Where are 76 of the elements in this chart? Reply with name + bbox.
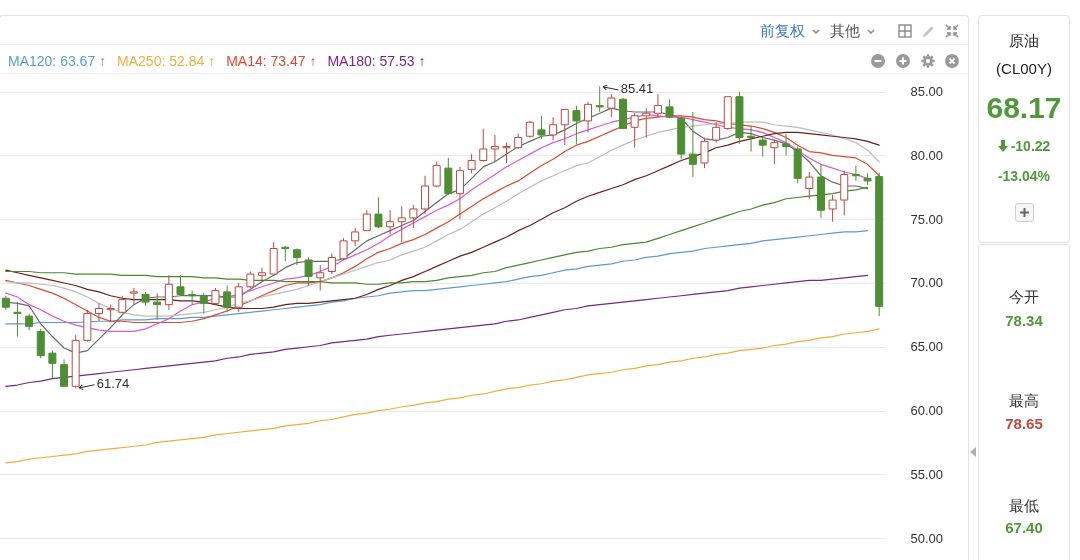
candlestick [782, 133, 791, 156]
text: 原油 [1008, 30, 1040, 50]
text: 前复权 [760, 22, 805, 40]
text: 最高 [1008, 391, 1040, 410]
candlestick [455, 166, 464, 220]
y-tick-label: 85.00 [910, 84, 944, 100]
candlestick [688, 111, 697, 178]
line-series [5, 328, 880, 464]
y-tick-label: 80.00 [910, 147, 944, 163]
candlestick [374, 196, 383, 229]
candlestick [572, 105, 581, 145]
candlestick [362, 209, 371, 232]
text: 68.17 [985, 90, 1063, 126]
candlestick [595, 85, 604, 113]
text: 其他 [830, 22, 860, 40]
candlestick [199, 292, 208, 315]
candlestick [851, 165, 860, 182]
candlestick [712, 121, 721, 144]
line-series [5, 230, 869, 325]
candlestick [490, 134, 499, 163]
candlestick [234, 282, 243, 313]
candlestick [479, 128, 488, 163]
candlestick [828, 194, 837, 223]
candlestick [316, 264, 325, 292]
candlestick [584, 101, 593, 133]
candlestick [700, 137, 709, 169]
candlestick [805, 171, 814, 200]
candlestick [258, 267, 267, 283]
y-tick-label: 50.00 [910, 530, 944, 546]
text: 今开 [1008, 286, 1040, 306]
candlestick [432, 161, 441, 188]
candlestick [48, 350, 57, 380]
text: -10.22 [1010, 138, 1051, 154]
y-tick-label: 70.00 [910, 275, 944, 291]
text: 67.40 [1004, 517, 1044, 537]
candlestick [770, 139, 779, 165]
candlestick [549, 116, 558, 141]
candlestick [421, 175, 430, 215]
candlestick [467, 153, 476, 174]
candlestick [223, 285, 232, 313]
annotation: 61.74 [96, 376, 130, 392]
text: 最低 [1008, 495, 1040, 515]
line-series [5, 274, 869, 387]
candlestick [560, 108, 569, 146]
y-tick-label: 65.00 [910, 339, 944, 355]
candlestick [339, 237, 348, 261]
candlestick [537, 115, 546, 140]
text: (CL00Y) [995, 58, 1053, 78]
candlestick [13, 301, 22, 338]
candlestick [630, 112, 639, 149]
candlestick [60, 359, 69, 387]
candlestick [94, 302, 103, 322]
candlestick [164, 274, 173, 311]
candlestick [758, 137, 767, 158]
candlestick [409, 204, 418, 229]
text: 78.65 [1004, 414, 1044, 433]
y-tick-label: 60.00 [910, 403, 944, 419]
y-tick-label: 55.00 [910, 466, 944, 482]
annotation: 85.41 [620, 81, 654, 97]
y-tick-label: 75.00 [910, 211, 944, 227]
candlestick [327, 253, 336, 275]
text: MA250: 52.84 ↑ [117, 52, 216, 71]
text: MA14: 73.47 ↑ [226, 52, 317, 71]
candlestick [153, 292, 162, 321]
text: 78.34 [1004, 310, 1044, 330]
candlestick [653, 93, 662, 118]
text: -13.04% [996, 167, 1052, 185]
text: MA120: 63.67 ↑ [8, 52, 107, 71]
candlestick [386, 209, 395, 235]
text: MA180: 57.53 ↑ [327, 52, 426, 71]
candlestick [188, 290, 197, 306]
candlestick [502, 142, 511, 164]
candlestick [607, 93, 616, 118]
candlestick [397, 205, 406, 243]
candlestick [747, 125, 756, 153]
candlestick [129, 287, 138, 306]
